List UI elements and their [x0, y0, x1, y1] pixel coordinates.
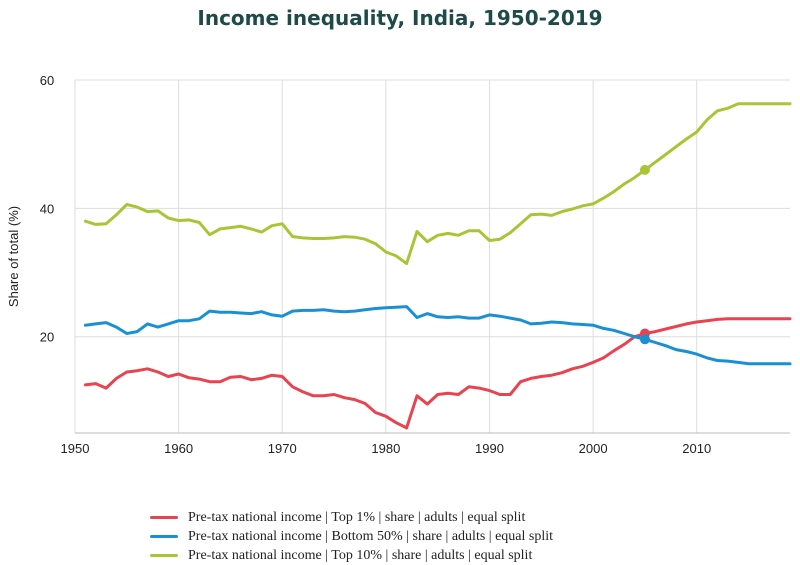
series-line-top10	[83, 102, 792, 266]
y-axis-label: Share of total (%)	[6, 206, 21, 307]
y-tick-label-60: 60	[40, 73, 54, 88]
x-tick-label-1950: 1950	[61, 441, 90, 456]
legend-item-bottom50[interactable]: Pre-tax national income | Bottom 50% | s…	[150, 527, 553, 546]
legend-swatch-top10	[150, 554, 178, 557]
x-tick-label-1990: 1990	[475, 441, 504, 456]
legend-swatch-top1	[150, 516, 178, 519]
chart-title: Income inequality, India, 1950-2019	[197, 6, 603, 30]
x-tick-label-1960: 1960	[164, 441, 193, 456]
legend-item-top10[interactable]: Pre-tax national income | Top 10% | shar…	[150, 546, 553, 565]
legend-swatch-bottom50	[150, 535, 178, 538]
x-tick-label-2010: 2010	[682, 441, 711, 456]
legend-label-bottom50: Pre-tax national income | Bottom 50% | s…	[188, 528, 554, 544]
x-tick-label-1980: 1980	[371, 441, 400, 456]
x-tick-label-2000: 2000	[579, 441, 608, 456]
legend: Pre-tax national income | Top 1% | share…	[150, 508, 553, 565]
axes: 1950 1960 1970 1980 1990 2000 2010 20 40 60	[40, 73, 790, 456]
legend-item-top1[interactable]: Pre-tax national income | Top 1% | share…	[150, 508, 553, 527]
series-lines	[83, 102, 792, 430]
y-tick-label-20: 20	[40, 330, 54, 345]
y-tick-label-40: 40	[40, 201, 54, 216]
series-line-top1	[83, 317, 792, 430]
series-line-bottom50	[83, 305, 792, 366]
highlight-point-top10	[639, 164, 650, 175]
highlight-point-bottom50	[639, 334, 650, 345]
x-tick-label-1970: 1970	[268, 441, 297, 456]
legend-label-top1: Pre-tax national income | Top 1% | share…	[188, 509, 526, 525]
legend-label-top10: Pre-tax national income | Top 10% | shar…	[188, 547, 533, 563]
gridlines	[74, 79, 790, 433]
highlight-markers	[639, 164, 650, 345]
